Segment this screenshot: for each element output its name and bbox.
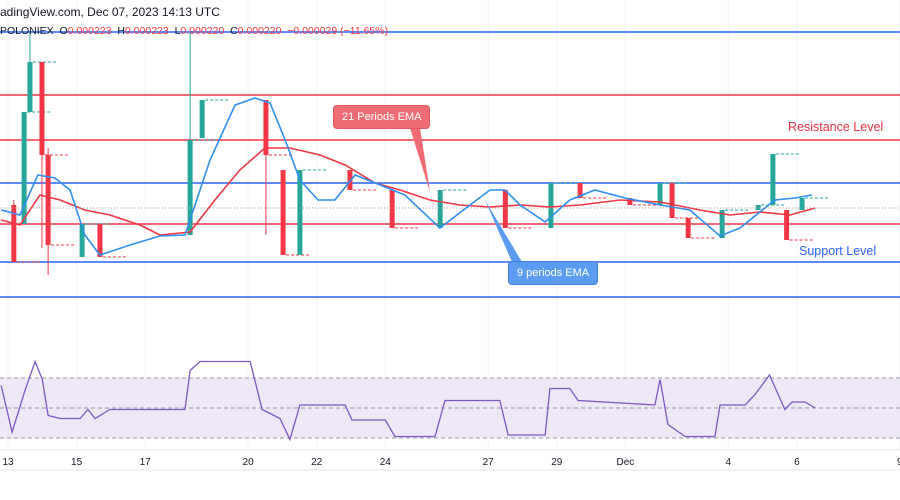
candles [11, 32, 831, 275]
candle-down [389, 190, 395, 228]
candle-down [627, 198, 633, 205]
x-tick-label: 9 [897, 457, 900, 468]
close-value: 0.000220 [237, 25, 282, 37]
candle-down [97, 224, 103, 257]
candle-up [548, 183, 554, 228]
candle-up [770, 154, 776, 205]
change-value: −0.000029 (−11.65%) [287, 25, 389, 37]
candle-down [280, 170, 286, 255]
low-label: L [174, 25, 181, 37]
x-tick-label: Dec [616, 457, 635, 468]
ema21-pointer [410, 128, 430, 192]
callout-pointers [410, 128, 522, 262]
candle-down [685, 218, 691, 238]
candle-down [45, 155, 51, 245]
candle-down [11, 205, 17, 262]
x-tick-label: 6 [794, 457, 800, 468]
rsi-panel [0, 359, 900, 442]
x-tick-label: 29 [551, 457, 563, 468]
candle-down [669, 183, 675, 218]
open-value: 0.000223 [67, 25, 112, 37]
ema21-callout: 21 Periods EMA [333, 105, 431, 129]
candle-up [79, 224, 85, 257]
close-label: C [230, 25, 238, 37]
resistance-label: Resistance Level [788, 120, 884, 134]
candle-down [263, 100, 269, 155]
open-label: O [59, 25, 68, 37]
x-tick-label: 27 [482, 457, 494, 468]
ema9-pointer [485, 200, 522, 262]
ohlc-legend: POLONIEX O0.000223 H0.000223 L0.000220 C… [0, 25, 388, 37]
candle-up [719, 210, 725, 238]
x-tick-label: 15 [71, 457, 83, 468]
support-label: Support Level [799, 244, 877, 258]
horizontal-levels [0, 31, 900, 298]
candle-up [755, 205, 761, 210]
x-tick-label: 20 [242, 457, 254, 468]
ema9-callout: 9 periods EMA [508, 261, 599, 285]
source-line: adingView.com, Dec 07, 2023 14:13 UTC [0, 5, 220, 19]
ema-lines [0, 97, 900, 256]
high-value: 0.000223 [124, 25, 169, 37]
ema9-line [0, 97, 813, 256]
x-tick-label: 13 [2, 457, 14, 468]
x-tick-label: 24 [379, 457, 391, 468]
high-label: H [117, 25, 125, 37]
candle-up [199, 100, 205, 138]
x-tick-label: 17 [139, 457, 151, 468]
candle-up [657, 183, 663, 205]
candle-up [27, 62, 33, 112]
candle-up [799, 198, 805, 210]
candle-down [502, 190, 508, 228]
candle-up [297, 170, 303, 255]
ema21-line [0, 147, 816, 236]
rsi-line [0, 359, 816, 442]
low-value: 0.000220 [180, 25, 225, 37]
candle-down [784, 210, 790, 240]
candle-up [437, 190, 443, 228]
x-tick-label: 4 [725, 457, 732, 468]
candle-down [39, 62, 45, 155]
symbol: POLONIEX [0, 25, 54, 37]
candle-down [577, 183, 583, 198]
candle-up [187, 140, 193, 235]
candle-up [21, 112, 27, 224]
candle-down [347, 170, 353, 190]
x-tick-label: 22 [311, 457, 323, 468]
